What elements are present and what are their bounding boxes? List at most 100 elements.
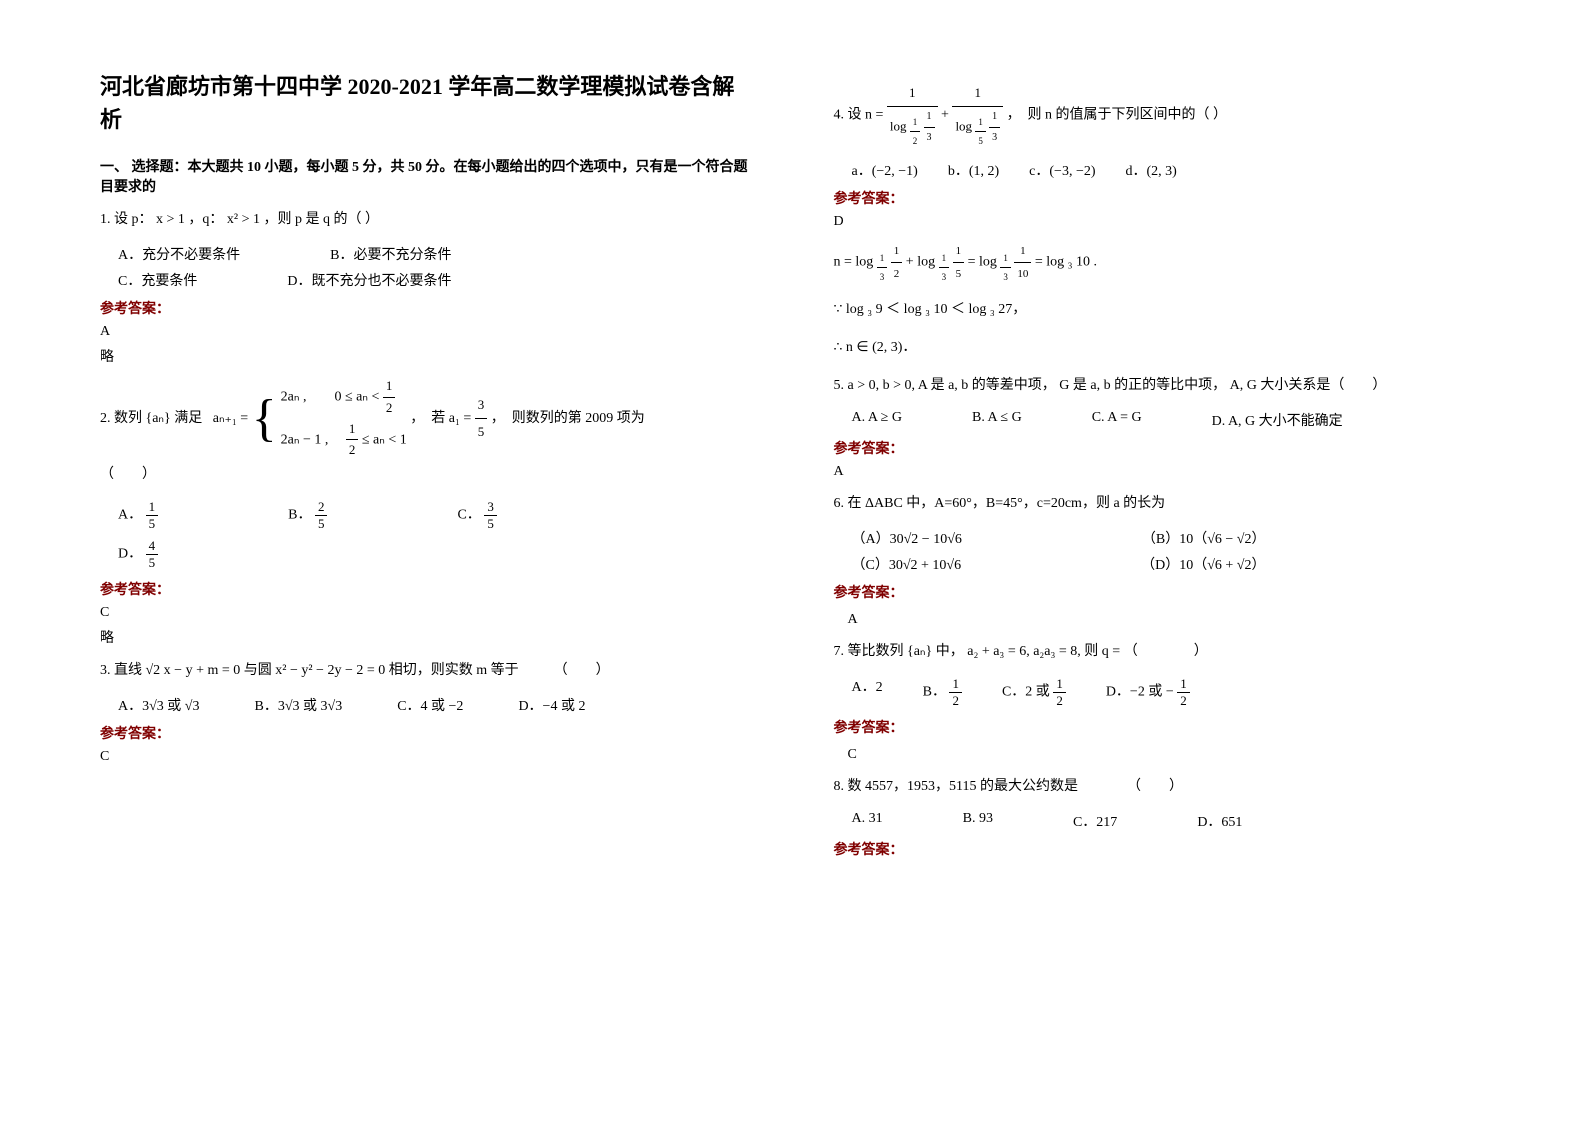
q1-cond2: x² > 1: [227, 212, 260, 227]
q2-a1: a₁ =: [449, 411, 475, 426]
q4-answer: D: [834, 214, 1488, 230]
q5-opt-c: C. A = G: [1092, 410, 1142, 430]
q6-opt-b: （B）10（√6 − √2）: [1142, 528, 1266, 548]
question-2: 2. 数列 {aₙ} 满足 aₙ₊₁ = { 2aₙ , 0 ≤ aₙ < 12…: [100, 376, 754, 489]
q2-pre: 2. 数列: [100, 411, 142, 426]
q2-opt-a: A．: [118, 508, 142, 523]
q1-cond1: x > 1: [156, 212, 185, 227]
answer-label: 参考答案：: [834, 438, 1488, 458]
q6-opt-c: （C）30√2 + 10√6: [852, 554, 962, 574]
q2-opt-d: D．: [118, 547, 142, 562]
q1-stem-pre: 1. 设 p：: [100, 212, 153, 227]
q3-opt-d: D．−4 或 2: [518, 695, 585, 715]
q3-opt-b: B．3√3 或 3√3: [254, 695, 342, 715]
q2-note: 略: [100, 627, 754, 647]
frac-num: 4: [146, 538, 159, 555]
q2-mid: 满足: [174, 411, 202, 426]
q8-opt-d: D．651: [1197, 811, 1242, 831]
q6-opt-d: （D）10（√6 + √2）: [1141, 554, 1265, 574]
q7-opt-d: D．−2 或: [1106, 685, 1166, 700]
q4-work1: n = log 13 12 + log 13 15 = log 13 110 =…: [834, 240, 1488, 286]
q6-answer: A: [834, 608, 1488, 628]
q4-frac2: 1 log 15 13: [952, 80, 1003, 150]
frac-den: 2: [1177, 693, 1190, 709]
q2-case2: 2aₙ − 1 ,: [281, 432, 343, 447]
q1-answer: A: [100, 324, 754, 340]
q4-opt-b: b．(1, 2): [948, 160, 999, 180]
section-head: 一、 选择题：本大题共 10 小题，每小题 5 分，共 50 分。在每小题给出的…: [100, 156, 754, 196]
q8-opt-a: A. 31: [852, 811, 883, 831]
frac-num: 1: [1053, 676, 1066, 693]
q4-opt-a: a．(−2, −1): [852, 160, 918, 180]
q1-opt-d: D．既不充分也不必要条件: [287, 270, 451, 290]
question-5: 5. a > 0, b > 0, A 是 a, b 的等差中项， G 是 a, …: [834, 372, 1488, 400]
answer-label: 参考答案：: [100, 723, 754, 743]
q4-frac1: 1 log 12 13: [887, 80, 938, 150]
q2-tail: ， 则数列的第 2009 项为: [491, 411, 645, 426]
answer-label: 参考答案：: [100, 298, 754, 318]
q6-opt-a: （A）30√2 − 10√6: [852, 528, 962, 548]
q7-neg: −: [1166, 685, 1174, 700]
q5-answer: A: [834, 464, 1488, 480]
q1-note: 略: [100, 346, 754, 366]
q2-piecewise: { 2aₙ , 0 ≤ aₙ < 12 2aₙ − 1 , 12 ≤ aₙ < …: [252, 376, 407, 461]
q2-a1-pre: 若: [431, 411, 445, 426]
answer-label: 参考答案：: [834, 582, 1488, 602]
question-4: 4. 设 n = 1 log 12 13 + 1 log 15 13 ， 则 n…: [834, 80, 1488, 150]
brace-icon: {: [252, 393, 277, 445]
q2-rec-lhs: aₙ₊₁ =: [213, 411, 248, 426]
q5-opt-d: D. A, G 大小不能确定: [1212, 410, 1343, 430]
frac-den: 5: [484, 516, 497, 532]
q4-opt-d: d．(2, 3): [1126, 160, 1177, 180]
q2-seq: {aₙ}: [146, 411, 171, 426]
q1-tail: ，则 p 是 q 的（ ）: [264, 212, 380, 227]
q5-opt-a: A. A ≥ G: [852, 410, 902, 430]
q2-blank: （ ）: [100, 461, 754, 489]
frac-den: 2: [1053, 693, 1066, 709]
q7-answer: C: [834, 743, 1488, 763]
q2-opt-c: C．: [457, 508, 480, 523]
frac-den: 2: [383, 398, 396, 419]
q8-opt-c: C．217: [1073, 811, 1117, 831]
q4-opt-c: c．(−3, −2): [1029, 160, 1095, 180]
q2-opt-b: B．: [288, 508, 311, 523]
q4-work3: ∴ n ∈ (2, 3)．: [834, 334, 1488, 362]
frac-den: 5: [475, 419, 488, 445]
q4-work2: ∵ log ₃ 9 ＜ log ₃ 10 ＜ log ₃ 27，: [834, 296, 1488, 324]
frac-num: 1: [346, 419, 359, 441]
question-7: 7. 等比数列 {aₙ} 中， a₂ + a₃ = 6, a₂a₃ = 8, 则…: [834, 638, 1488, 666]
frac-den: 5: [146, 555, 159, 571]
answer-label: 参考答案：: [834, 188, 1488, 208]
q3-opt-c: C．4 或 −2: [397, 695, 463, 715]
q7-opt-b: B．: [923, 685, 946, 700]
frac-num: 1: [1177, 676, 1190, 693]
q4-tail: ， 则 n 的值属于下列区间中的（ ）: [1007, 107, 1228, 122]
answer-label: 参考答案：: [834, 717, 1488, 737]
frac-num: 2: [315, 499, 328, 516]
frac-den: 2: [949, 693, 962, 709]
q1-opt-a: A．充分不必要条件: [118, 244, 240, 264]
q1-opt-c: C．充要条件: [118, 270, 197, 290]
q3-opt-a: A．3√3 或 √3: [118, 695, 199, 715]
q2-answer: C: [100, 605, 754, 621]
frac-num: 1: [949, 676, 962, 693]
exam-title: 河北省廊坊市第十四中学 2020-2021 学年高二数学理模拟试卷含解析: [100, 70, 754, 136]
q1-mid: ，q：: [188, 212, 223, 227]
answer-label: 参考答案：: [100, 579, 754, 599]
frac-den: 5: [315, 516, 328, 532]
q2-case2-range: ≤ aₙ < 1: [362, 432, 407, 447]
question-8: 8. 数 4557，1953，5115 的最大公约数是 （ ）: [834, 773, 1488, 801]
question-6: 6. 在 ΔABC 中，A=60°，B=45°，c=20cm，则 a 的长为: [834, 490, 1488, 518]
q2-case1: 2aₙ , 0 ≤ aₙ <: [281, 390, 383, 405]
q3-answer: C: [100, 749, 754, 765]
q4-pre: 4. 设 n =: [834, 107, 884, 122]
frac-num: 1: [383, 376, 396, 398]
frac-den: 2: [346, 440, 359, 461]
q4-plus: +: [941, 107, 952, 122]
question-3: 3. 直线 √2 x − y + m = 0 与圆 x² − y² − 2y −…: [100, 657, 754, 685]
question-1: 1. 设 p： x > 1 ，q： x² > 1 ，则 p 是 q 的（ ）: [100, 206, 754, 234]
q5-opt-b: B. A ≤ G: [972, 410, 1022, 430]
frac-num: 1: [146, 499, 159, 516]
frac-num: 3: [484, 499, 497, 516]
q7-opt-c: C．2 或: [1002, 685, 1053, 700]
